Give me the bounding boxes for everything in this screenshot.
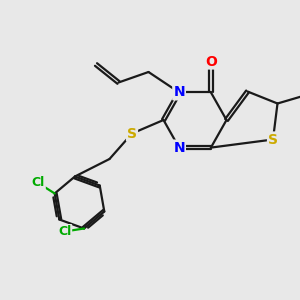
Text: S: S xyxy=(127,127,137,140)
Text: Cl: Cl xyxy=(58,225,71,238)
Text: S: S xyxy=(268,133,278,146)
Text: O: O xyxy=(205,55,217,68)
Text: Cl: Cl xyxy=(32,176,45,190)
Text: N: N xyxy=(173,85,185,99)
Text: N: N xyxy=(173,141,185,154)
